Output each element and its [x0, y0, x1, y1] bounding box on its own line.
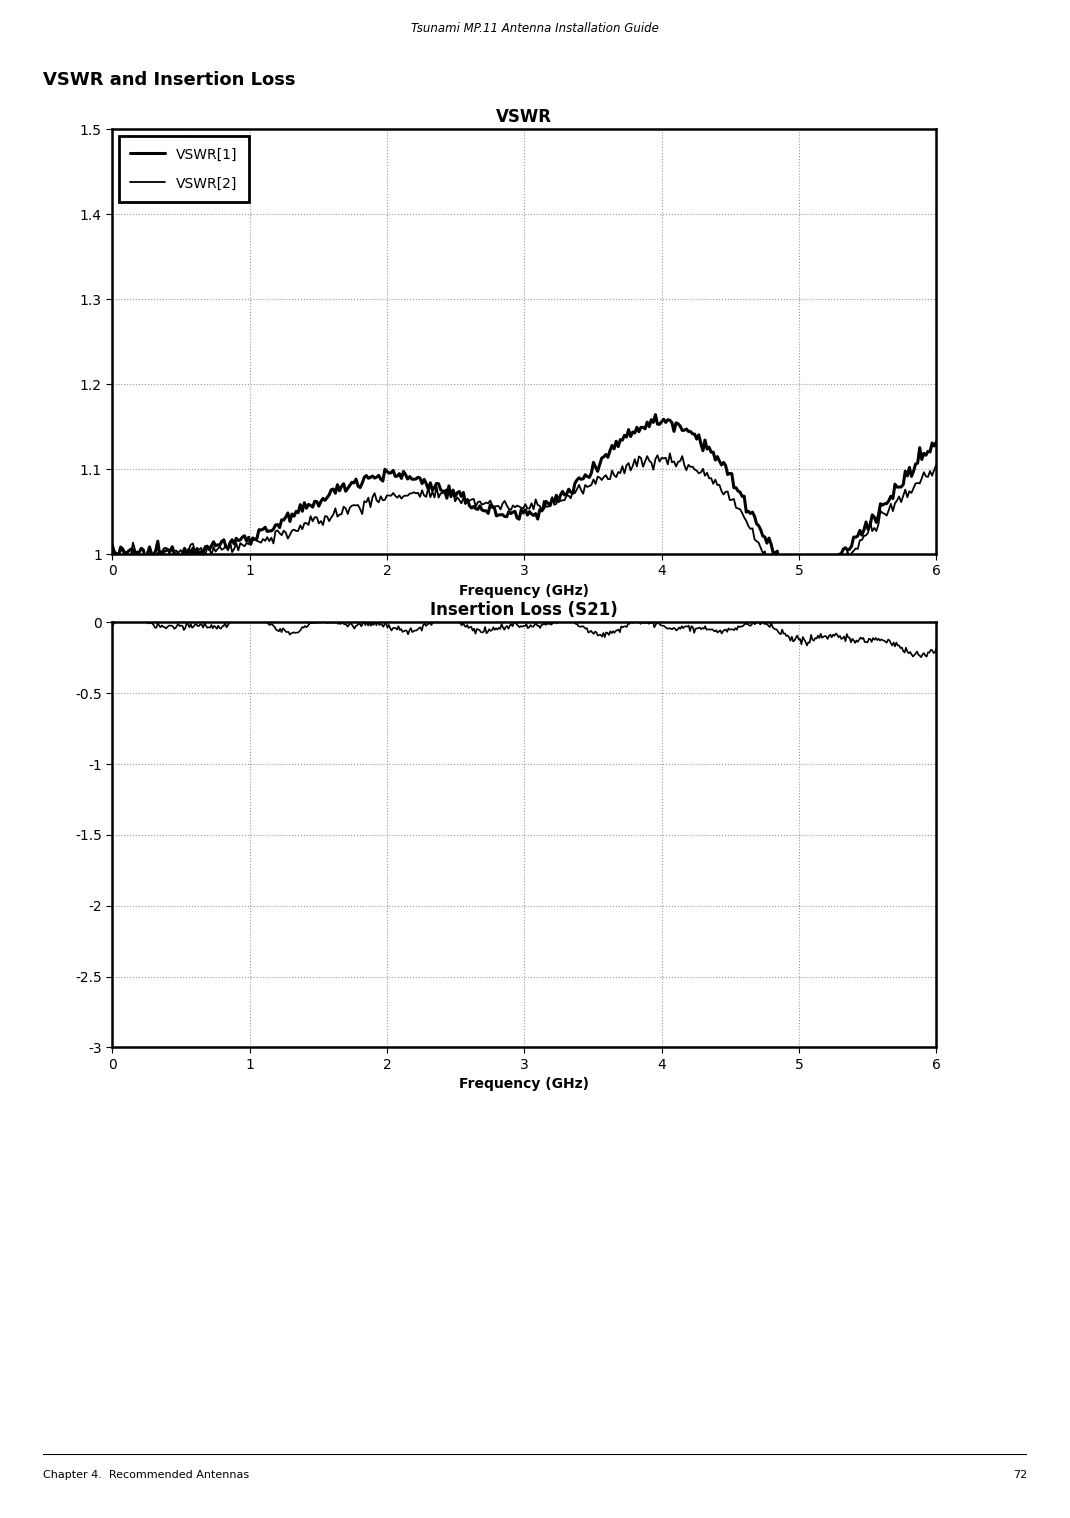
- VSWR[2]: [930, 455, 943, 474]
- VSWR[1]: [432, 475, 445, 493]
- Title: Insertion Loss (S21): Insertion Loss (S21): [430, 601, 618, 619]
- Text: 72: 72: [1013, 1471, 1027, 1480]
- VSWR[2]: [703, 469, 716, 487]
- Line: VSWR[2]: VSWR[2]: [112, 454, 936, 609]
- VSWR[2]: [205, 546, 218, 565]
- X-axis label: Frequency (GHz): Frequency (GHz): [459, 1078, 590, 1091]
- VSWR[1]: [205, 536, 218, 554]
- VSWR[1]: [707, 443, 720, 461]
- VSWR[2]: [432, 489, 445, 507]
- VSWR[1]: [703, 439, 716, 457]
- VSWR[1]: [801, 575, 814, 594]
- VSWR[2]: [374, 487, 387, 505]
- VSWR[1]: [649, 405, 662, 424]
- VSWR[1]: [930, 433, 943, 451]
- Text: VSWR and Insertion Loss: VSWR and Insertion Loss: [43, 71, 295, 90]
- VSWR[2]: [707, 475, 720, 493]
- Title: VSWR: VSWR: [496, 108, 552, 126]
- VSWR[1]: [624, 428, 637, 446]
- Legend: VSWR[1], VSWR[2]: VSWR[1], VSWR[2]: [119, 137, 249, 202]
- VSWR[1]: [106, 536, 119, 554]
- Text: Tsunami MP.11 Antenna Installation Guide: Tsunami MP.11 Antenna Installation Guide: [411, 23, 659, 35]
- VSWR[2]: [663, 445, 676, 463]
- Line: VSWR[1]: VSWR[1]: [112, 414, 936, 584]
- VSWR[2]: [797, 600, 810, 618]
- Text: Chapter 4.  Recommended Antennas: Chapter 4. Recommended Antennas: [43, 1471, 249, 1480]
- VSWR[2]: [624, 461, 637, 480]
- VSWR[1]: [374, 471, 387, 489]
- VSWR[2]: [106, 540, 119, 559]
- X-axis label: Frequency (GHz): Frequency (GHz): [459, 584, 590, 598]
